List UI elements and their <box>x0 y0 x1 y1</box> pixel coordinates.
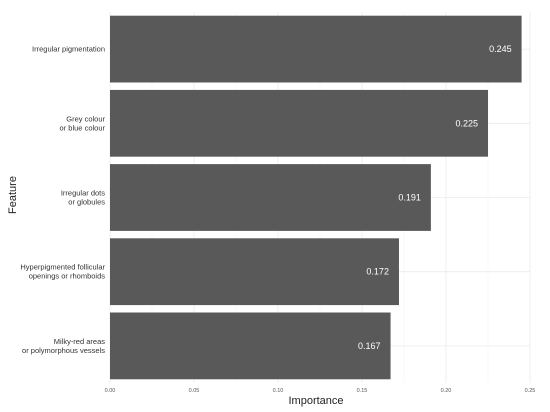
bar <box>110 15 522 83</box>
x-axis-title: Importance <box>288 395 343 407</box>
bar-value-label: 0.245 <box>489 44 512 54</box>
category-label: or polymorphous vessels <box>22 346 105 355</box>
bar-value-label: 0.172 <box>366 267 389 277</box>
x-tick-label: 0.00 <box>105 388 116 394</box>
category-label: or globules <box>68 198 105 207</box>
x-tick-label: 0.15 <box>357 388 368 394</box>
bar-value-label: 0.191 <box>398 193 421 203</box>
category-label: Irregular dots <box>61 189 105 198</box>
y-axis-title: Feature <box>7 176 19 214</box>
category-label: Grey colour <box>66 114 105 123</box>
bar-value-label: 0.167 <box>358 341 381 351</box>
category-label: or blue colour <box>60 123 106 132</box>
x-tick-label: 0.10 <box>273 388 284 394</box>
bar <box>110 312 391 380</box>
bars: 0.245 0.225 0.191 0.172 0.167 <box>110 15 522 380</box>
x-tick-label: 0.05 <box>189 388 200 394</box>
bar <box>110 238 399 306</box>
bar-value-label: 0.225 <box>455 118 478 128</box>
x-axis-ticks: 0.00 0.05 0.10 0.15 0.20 0.25 <box>105 388 536 394</box>
bar <box>110 164 431 231</box>
category-label: Irregular pigmentation <box>32 45 105 54</box>
x-tick-label: 0.20 <box>441 388 452 394</box>
category-label: Milky-red areas <box>54 337 106 346</box>
x-tick-label: 0.25 <box>525 388 536 394</box>
category-label: Hyperpigmented follicular <box>20 263 105 272</box>
bar <box>110 89 488 157</box>
category-label: openings or rhomboids <box>29 272 106 281</box>
